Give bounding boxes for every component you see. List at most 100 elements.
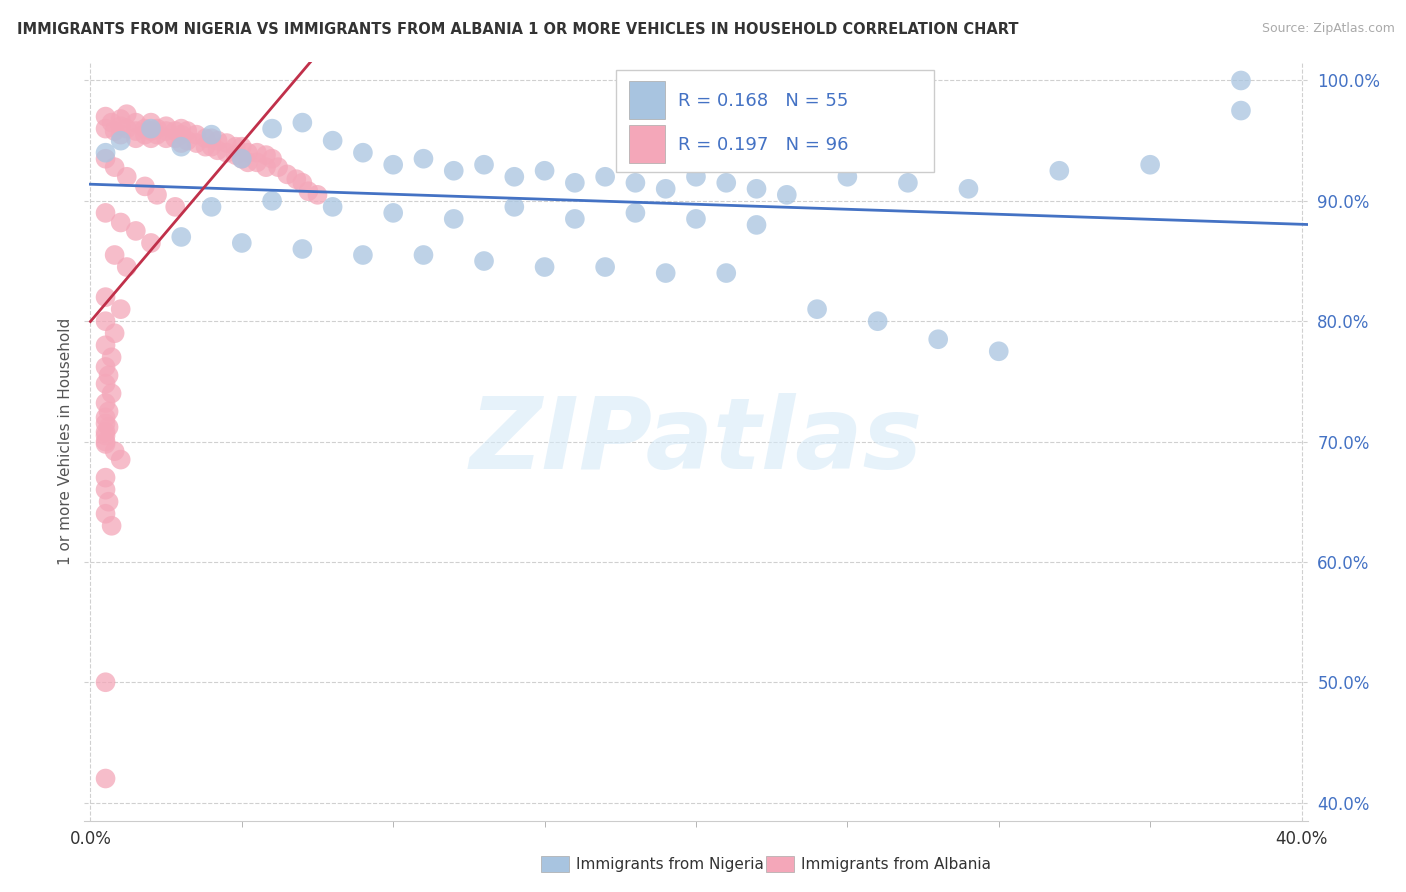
Point bbox=[125, 224, 148, 238]
Point bbox=[412, 152, 434, 166]
Point bbox=[104, 444, 127, 458]
Point bbox=[94, 396, 117, 410]
Point bbox=[472, 158, 495, 172]
Point bbox=[745, 218, 768, 232]
Point bbox=[97, 420, 120, 434]
Point bbox=[100, 351, 122, 365]
Point bbox=[139, 124, 162, 138]
Point bbox=[165, 200, 187, 214]
Point bbox=[115, 260, 138, 274]
Text: Immigrants from Albania: Immigrants from Albania bbox=[801, 857, 991, 871]
Point bbox=[382, 206, 405, 220]
Point bbox=[94, 290, 117, 304]
Point bbox=[231, 152, 253, 166]
Point bbox=[146, 187, 169, 202]
Text: Source: ZipAtlas.com: Source: ZipAtlas.com bbox=[1261, 22, 1395, 36]
FancyBboxPatch shape bbox=[628, 81, 665, 120]
Point bbox=[685, 169, 707, 184]
Point bbox=[262, 152, 284, 166]
Text: Immigrants from Nigeria: Immigrants from Nigeria bbox=[576, 857, 765, 871]
Text: IMMIGRANTS FROM NIGERIA VS IMMIGRANTS FROM ALBANIA 1 OR MORE VEHICLES IN HOUSEHO: IMMIGRANTS FROM NIGERIA VS IMMIGRANTS FR… bbox=[17, 22, 1018, 37]
Point bbox=[246, 145, 269, 160]
Point bbox=[97, 368, 120, 383]
Point bbox=[104, 160, 127, 174]
Point bbox=[503, 200, 526, 214]
Point bbox=[194, 131, 217, 145]
Point bbox=[176, 124, 198, 138]
FancyBboxPatch shape bbox=[616, 70, 935, 172]
Point bbox=[186, 128, 208, 142]
Point bbox=[100, 518, 122, 533]
Point bbox=[170, 121, 193, 136]
Point bbox=[104, 326, 127, 341]
Point bbox=[1230, 73, 1253, 87]
Point bbox=[110, 120, 132, 134]
Point bbox=[412, 248, 434, 262]
Point bbox=[94, 152, 117, 166]
Point bbox=[472, 254, 495, 268]
Point bbox=[110, 215, 132, 229]
Point bbox=[776, 187, 799, 202]
Text: ZIPatlas: ZIPatlas bbox=[470, 393, 922, 490]
Point bbox=[115, 121, 138, 136]
Point bbox=[225, 139, 247, 153]
Point bbox=[110, 134, 132, 148]
Text: R = 0.168   N = 55: R = 0.168 N = 55 bbox=[678, 92, 848, 110]
Point bbox=[115, 169, 138, 184]
Point bbox=[165, 124, 187, 138]
Point bbox=[110, 128, 132, 142]
Point bbox=[100, 386, 122, 401]
Point bbox=[110, 112, 132, 126]
Point bbox=[94, 110, 117, 124]
Point bbox=[231, 139, 253, 153]
Point bbox=[94, 428, 117, 442]
Point bbox=[134, 128, 156, 142]
Point bbox=[186, 136, 208, 150]
Point bbox=[110, 452, 132, 467]
Point bbox=[94, 206, 117, 220]
Point bbox=[927, 332, 949, 346]
Point bbox=[207, 143, 229, 157]
Point bbox=[236, 155, 259, 169]
Point bbox=[564, 211, 586, 226]
Point bbox=[176, 134, 198, 148]
Point bbox=[170, 128, 193, 142]
Point bbox=[104, 248, 127, 262]
Point bbox=[897, 176, 920, 190]
Point bbox=[155, 124, 177, 138]
Point bbox=[593, 260, 616, 274]
Point bbox=[94, 470, 117, 484]
Point bbox=[139, 131, 162, 145]
Point bbox=[291, 242, 314, 256]
Point bbox=[716, 176, 738, 190]
Point bbox=[307, 187, 329, 202]
Point bbox=[139, 235, 162, 250]
Point bbox=[94, 417, 117, 431]
Point bbox=[806, 302, 828, 317]
Point bbox=[125, 131, 148, 145]
Point bbox=[322, 134, 344, 148]
Point bbox=[94, 121, 117, 136]
Point bbox=[654, 266, 676, 280]
Point bbox=[110, 302, 132, 317]
Point bbox=[225, 148, 247, 162]
Point bbox=[1047, 163, 1070, 178]
Point bbox=[146, 128, 169, 142]
Point bbox=[291, 176, 314, 190]
Point bbox=[231, 152, 253, 166]
Point bbox=[957, 182, 980, 196]
Point bbox=[134, 179, 156, 194]
Point bbox=[866, 314, 889, 328]
Point bbox=[322, 200, 344, 214]
Point bbox=[165, 131, 187, 145]
Point bbox=[443, 211, 465, 226]
Point bbox=[533, 163, 555, 178]
Point bbox=[262, 194, 284, 208]
Point bbox=[170, 230, 193, 244]
Point bbox=[624, 206, 647, 220]
Point bbox=[236, 145, 259, 160]
Point bbox=[94, 314, 117, 328]
Point bbox=[94, 376, 117, 391]
Point bbox=[94, 507, 117, 521]
Point bbox=[94, 772, 117, 786]
